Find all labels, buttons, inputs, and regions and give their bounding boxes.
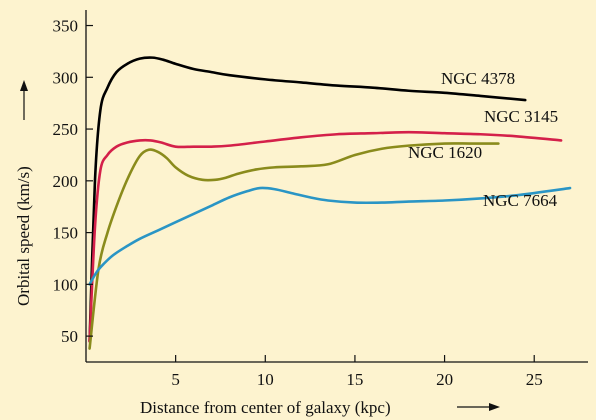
x-tick-label: 25 (526, 370, 543, 389)
y-tick-label: 300 (53, 68, 79, 87)
series-line-ngc-7664 (88, 186, 572, 286)
y-axis-arrow-icon (20, 80, 28, 120)
x-axis-label: Distance from center of galaxy (kpc) (140, 398, 391, 417)
series-label-ngc-7664: NGC 7664 (483, 191, 558, 210)
x-tick-label: 5 (171, 370, 180, 389)
series-label-ngc-4378: NGC 4378 (441, 69, 515, 88)
series-line-ngc-3145 (88, 130, 563, 343)
x-axis-arrow-icon (457, 403, 500, 411)
x-ticks: 5 10 15 20 25 (171, 355, 543, 389)
series-label-ngc-1620: NGC 1620 (408, 143, 482, 162)
y-tick-label: 250 (53, 120, 79, 139)
series-labels: NGC 4378 NGC 3145 NGC 1620 NGC 7664 (408, 69, 558, 210)
y-tick-label: 350 (53, 17, 79, 36)
x-tick-label: 20 (436, 370, 453, 389)
series-line-ngc-1620 (88, 142, 500, 350)
y-tick-label: 50 (61, 327, 78, 346)
y-tick-label: 100 (53, 275, 79, 294)
y-tick-label: 150 (53, 224, 79, 243)
series-label-ngc-3145: NGC 3145 (484, 107, 558, 126)
x-tick-label: 15 (346, 370, 363, 389)
y-axis-label: Orbital speed (km/s) (14, 166, 33, 306)
y-tick-label: 200 (53, 172, 79, 191)
series-layer (88, 56, 572, 350)
series-line-ngc-4378 (88, 56, 527, 343)
x-tick-label: 10 (257, 370, 274, 389)
y-ticks: 50 100 150 200 250 300 350 (53, 17, 93, 346)
